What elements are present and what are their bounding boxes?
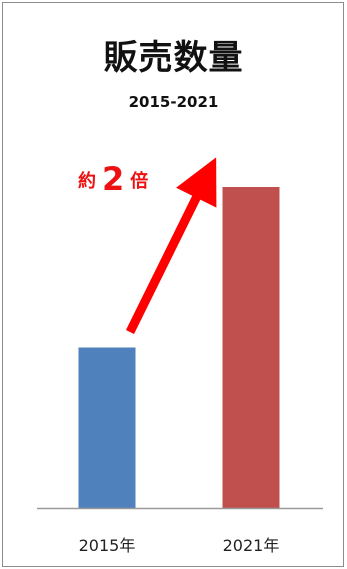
annotation-prefix: 約 [78, 171, 96, 192]
bar-2 [222, 187, 280, 508]
annotation-number: 2 [102, 160, 125, 198]
annotation-suffix: 倍 [130, 171, 149, 192]
x-tick-label: 2021年 [223, 536, 280, 555]
chart-title: 販売数量 [103, 38, 244, 78]
growth-arrow [125, 157, 217, 334]
chart-frame [2, 2, 344, 567]
chart-subtitle: 2015-2021 [128, 93, 219, 111]
x-tick-label: 2015年 [79, 536, 136, 555]
bar-1 [78, 347, 136, 508]
